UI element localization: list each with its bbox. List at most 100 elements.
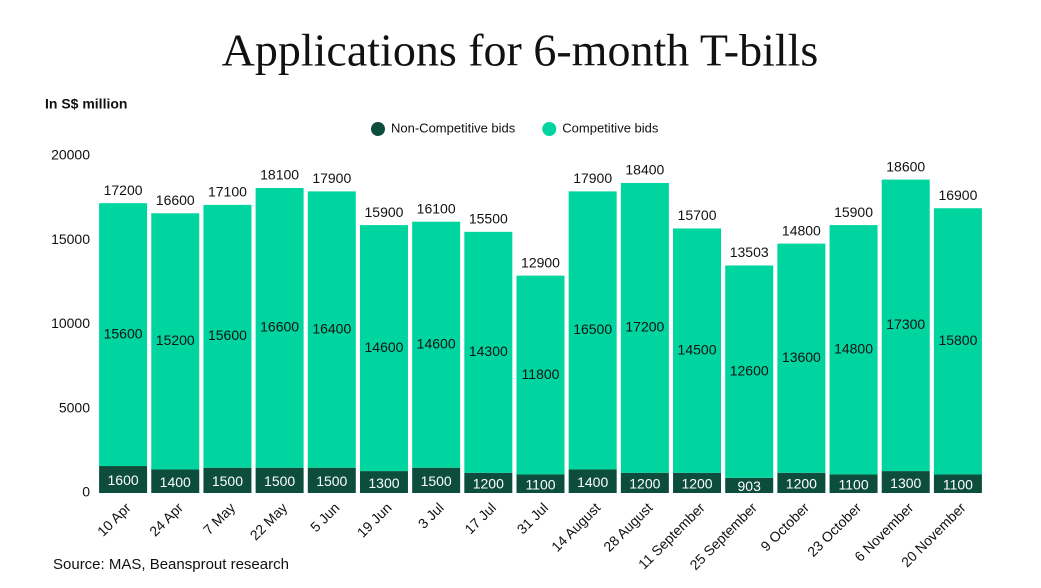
bar-segment: [933, 208, 982, 475]
bar-segment: [99, 203, 148, 467]
x-tick-label: 22 May: [247, 499, 291, 543]
value-label: 14600: [365, 339, 404, 355]
total-label: 17900: [312, 170, 351, 186]
y-tick-label: 15000: [51, 231, 90, 247]
bar-segment: [829, 225, 878, 475]
bar-segment: [359, 225, 408, 472]
bar-segment: [464, 472, 513, 493]
value-label: 1200: [681, 476, 712, 492]
value-label: 1600: [108, 472, 139, 488]
bar-segment: [725, 477, 774, 493]
value-label: 17200: [625, 319, 664, 335]
value-label: 1100: [943, 476, 973, 492]
y-tick-label: 0: [82, 484, 90, 500]
bar-segment: [777, 472, 826, 493]
value-label: 15600: [104, 325, 143, 341]
value-label: 1400: [160, 474, 191, 490]
total-label: 12900: [521, 254, 560, 270]
bar-segment: [881, 471, 930, 493]
total-label: 16600: [156, 192, 195, 208]
value-label: 14600: [417, 335, 456, 351]
legend-label: Competitive bids: [562, 120, 659, 135]
total-label: 15900: [834, 204, 873, 220]
bar-segment: [203, 467, 252, 493]
x-tick-label: 19 Jun: [354, 499, 395, 540]
total-label: 18100: [260, 167, 299, 183]
bar-segment: [151, 213, 200, 470]
x-tick-label: 24 Apr: [146, 499, 186, 539]
value-label: 16500: [573, 321, 612, 337]
bar-segment: [99, 466, 148, 493]
value-label: 16400: [312, 320, 351, 336]
value-label: 1200: [473, 476, 504, 492]
bar-segment: [307, 191, 356, 468]
total-label: 15900: [365, 204, 404, 220]
value-label: 1200: [786, 476, 817, 492]
value-label: 1100: [839, 476, 869, 492]
bar-segment: [673, 228, 722, 473]
value-label: 15800: [938, 332, 977, 348]
bar-segment: [829, 474, 878, 493]
total-label: 17900: [573, 170, 612, 186]
value-label: 1200: [629, 476, 660, 492]
bar-segment: [464, 231, 513, 473]
value-label: 14500: [678, 341, 717, 357]
x-tick-label: 7 May: [200, 499, 238, 537]
x-tick-label: 17 Jul: [461, 499, 499, 537]
chart-title: Applications for 6-month T-bills: [222, 25, 819, 76]
x-tick-label: 31 Jul: [514, 499, 552, 537]
x-tick-label: 9 October: [757, 499, 812, 554]
total-label: 18600: [886, 158, 925, 174]
bar-segment: [568, 469, 617, 493]
value-label: 12600: [730, 362, 769, 378]
value-label: 1300: [890, 475, 921, 491]
bar-segment: [516, 275, 565, 475]
value-label: 1400: [577, 474, 608, 490]
value-label: 903: [738, 478, 762, 494]
bar-segment: [255, 188, 304, 468]
value-label: 1500: [421, 473, 452, 489]
bar-segment: [307, 467, 356, 493]
bar-segment: [203, 204, 252, 468]
value-label: 1500: [212, 473, 243, 489]
value-label: 17300: [886, 316, 925, 332]
total-label: 14800: [782, 222, 821, 238]
bar-segment: [412, 467, 461, 493]
bar-segment: [777, 243, 826, 473]
x-tick-label: 3 Jul: [415, 499, 447, 531]
bar-segment: [620, 472, 669, 493]
total-label: 13503: [730, 244, 769, 260]
value-label: 16600: [260, 319, 299, 335]
value-label: 15600: [208, 327, 247, 343]
value-label: 1500: [316, 473, 347, 489]
total-label: 16900: [938, 187, 977, 203]
legend-label: Non-Competitive bids: [391, 120, 516, 135]
value-label: 1100: [525, 476, 555, 492]
legend-swatch: [371, 122, 385, 136]
bar-segment: [568, 191, 617, 470]
total-label: 16100: [417, 200, 456, 216]
bar-segment: [933, 474, 982, 493]
bar-segment: [620, 182, 669, 473]
value-label: 14800: [834, 340, 873, 356]
y-tick-label: 10000: [51, 315, 90, 331]
y-tick-label: 5000: [59, 399, 90, 415]
y-axis-label: In S$ million: [45, 96, 127, 112]
value-label: 13600: [782, 349, 821, 365]
total-label: 15500: [469, 211, 508, 227]
x-tick-label: 5 Jun: [307, 499, 343, 535]
source: Source: MAS, Beansprout research: [53, 556, 289, 573]
legend-swatch: [542, 122, 557, 136]
bar-segment: [881, 179, 930, 472]
x-tick-label: 14 August: [548, 499, 603, 554]
value-label: 14300: [469, 343, 508, 359]
x-tick-label: 10 Apr: [94, 499, 134, 539]
value-label: 11800: [522, 366, 560, 382]
total-label: 18400: [625, 162, 664, 178]
bar-segment: [359, 471, 408, 493]
value-label: 1300: [368, 475, 399, 491]
bar-segment: [151, 469, 200, 493]
value-label: 15200: [156, 332, 195, 348]
total-label: 17200: [104, 182, 143, 198]
